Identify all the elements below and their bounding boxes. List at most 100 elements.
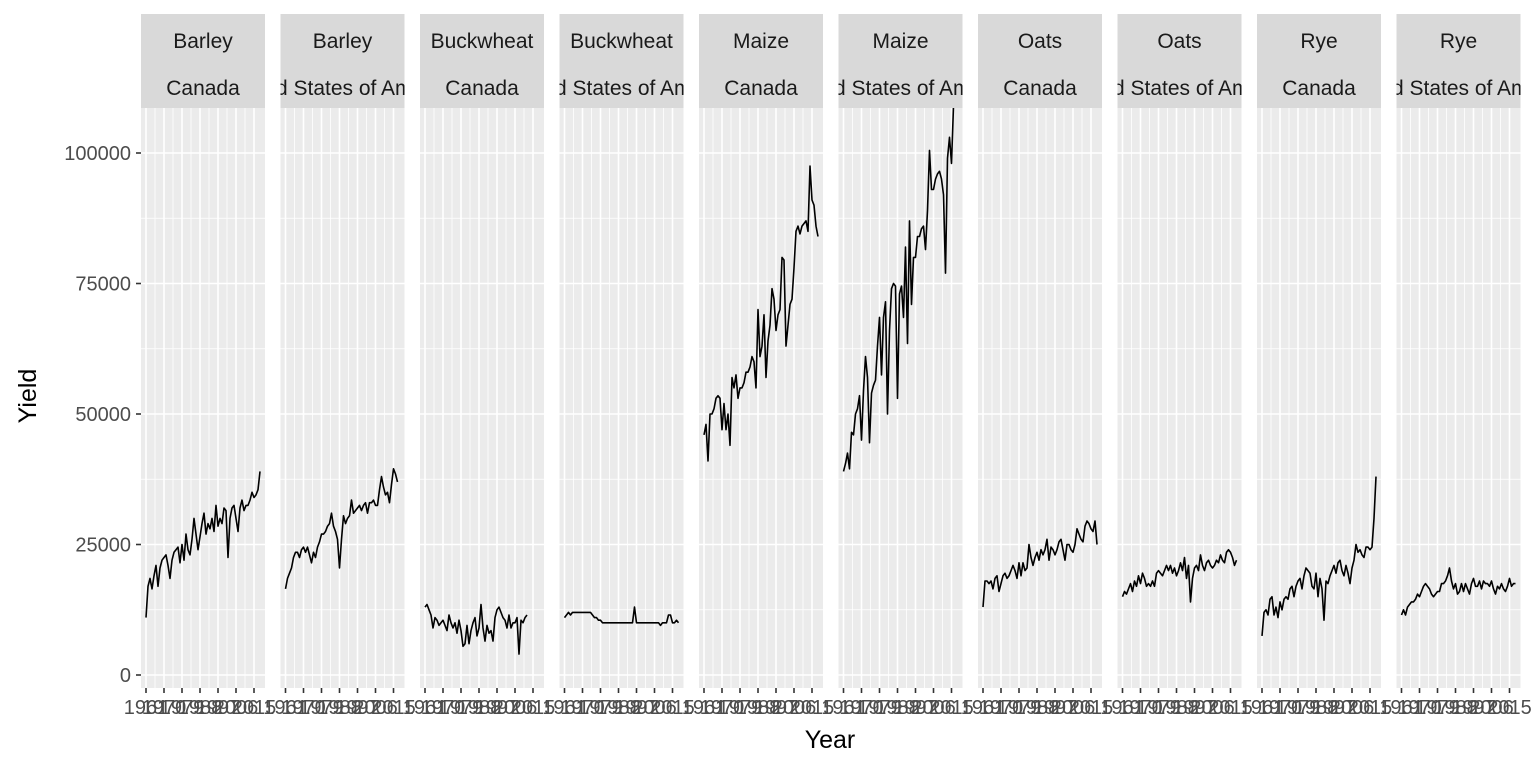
facet-strip	[420, 14, 544, 108]
x-tick-label: 1997	[196, 697, 241, 719]
panel-background	[1396, 108, 1521, 688]
facet-label-country: Canada	[724, 77, 798, 100]
facet-label-country: United States of America	[1064, 77, 1295, 100]
x-tick-label: 1997	[893, 697, 938, 719]
series-line	[1400, 567, 1516, 616]
x-axis-title: Year	[805, 726, 856, 754]
panel-background	[141, 108, 265, 688]
x-tick-label: 1961	[682, 697, 727, 719]
x-tick-label: 1961	[821, 697, 866, 719]
x-tick-label: 1970	[421, 697, 466, 719]
series-line	[284, 467, 399, 590]
facet-label-country: United States of America	[785, 77, 1016, 100]
x-tick-label: 1961	[961, 697, 1006, 719]
y-tick-label: 0	[120, 665, 131, 687]
facet-strip	[1117, 14, 1242, 108]
facet-label-country: Canada	[166, 77, 240, 100]
x-tick-label: 2006	[493, 697, 538, 719]
x-tick-label: 2006	[1330, 697, 1375, 719]
x-tick-label: 1970	[1397, 697, 1442, 719]
x-tick-label: 1988	[457, 697, 502, 719]
x-tick-label: 2015	[1487, 697, 1532, 719]
x-tick-label: 2006	[353, 697, 398, 719]
x-tick-label: 1988	[1154, 697, 1199, 719]
x-tick-label: 1997	[1451, 697, 1496, 719]
series-line	[563, 606, 680, 627]
x-tick-label: 1997	[614, 697, 659, 719]
facet-label-country: United States of America	[1343, 77, 1536, 100]
panel-background	[1117, 108, 1242, 688]
panel-background	[978, 108, 1102, 688]
panel-background	[1257, 108, 1381, 688]
series-line	[842, 108, 955, 472]
y-tick-label: 25000	[75, 535, 131, 557]
x-tick-label: 1970	[560, 697, 605, 719]
x-tick-label: 2015	[1348, 697, 1393, 719]
x-tick-label: 1961	[1100, 697, 1145, 719]
x-tick-label: 1970	[1118, 697, 1163, 719]
series-line	[145, 471, 261, 618]
x-tick-label: 1997	[335, 697, 380, 719]
x-tick-label: 2015	[650, 697, 695, 719]
facet-strip	[838, 14, 963, 108]
x-tick-label: 2006	[632, 697, 677, 719]
facet-label-country: Canada	[1003, 77, 1077, 100]
panel-background	[699, 108, 823, 688]
x-tick-label: 1970	[839, 697, 884, 719]
x-tick-label: 2006	[772, 697, 817, 719]
x-tick-label: 1997	[475, 697, 520, 719]
facet-strip	[280, 14, 405, 108]
x-tick-label: 1961	[263, 697, 308, 719]
facet-label-crop: Buckwheat	[431, 30, 534, 53]
x-tick-label: 1988	[1433, 697, 1478, 719]
x-tick-label: 1988	[875, 697, 920, 719]
facet-strip	[1396, 14, 1521, 108]
x-tick-label: 1988	[736, 697, 781, 719]
x-tick-label: 1988	[596, 697, 641, 719]
x-tick-label: 2015	[1069, 697, 1114, 719]
facet-label-crop: Buckwheat	[570, 30, 673, 53]
x-tick-label: 2006	[911, 697, 956, 719]
panels-layer: BarleyCanada1961197019791988199720062015…	[124, 14, 1536, 719]
x-tick-label: 1997	[754, 697, 799, 719]
x-tick-label: 1970	[142, 697, 187, 719]
x-tick-label: 1979	[997, 697, 1042, 719]
facet-label-crop: Barley	[313, 30, 373, 53]
x-tick-label: 1961	[1379, 697, 1424, 719]
facet-label-crop: Rye	[1300, 30, 1337, 53]
x-tick-label: 2015	[1208, 697, 1253, 719]
x-tick-label: 2006	[1190, 697, 1235, 719]
x-tick-label: 1961	[1240, 697, 1285, 719]
facet-label-country: United States of America	[506, 77, 737, 100]
facet-label-crop: Rye	[1440, 30, 1477, 53]
facet-panel: Buckwheat United States of America 1961 197…	[506, 14, 737, 719]
series-line	[1261, 476, 1377, 636]
y-tick-label: 75000	[75, 274, 131, 296]
x-tick-label: 1979	[718, 697, 763, 719]
series-line	[424, 603, 528, 655]
x-tick-label: 1988	[1015, 697, 1060, 719]
y-axis: 0 25000 50000 75000 100000	[64, 143, 141, 687]
x-tick-label: 1997	[1312, 697, 1357, 719]
x-tick-label: 1997	[1172, 697, 1217, 719]
x-tick-label: 1961	[124, 697, 169, 719]
x-tick-label: 1988	[317, 697, 362, 719]
x-tick-label: 2006	[214, 697, 259, 719]
series-line	[703, 165, 819, 462]
series-line	[1121, 548, 1238, 603]
facet-strip	[699, 14, 823, 108]
facet-label-country: United States of America	[227, 77, 458, 100]
facet-label-country: Canada	[445, 77, 519, 100]
facet-strip	[141, 14, 265, 108]
x-tick-label: 1970	[979, 697, 1024, 719]
x-tick-label: 1979	[1276, 697, 1321, 719]
facet-label-country: Canada	[1282, 77, 1356, 100]
x-tick-label: 1979	[1415, 697, 1460, 719]
facet-strip	[559, 14, 684, 108]
